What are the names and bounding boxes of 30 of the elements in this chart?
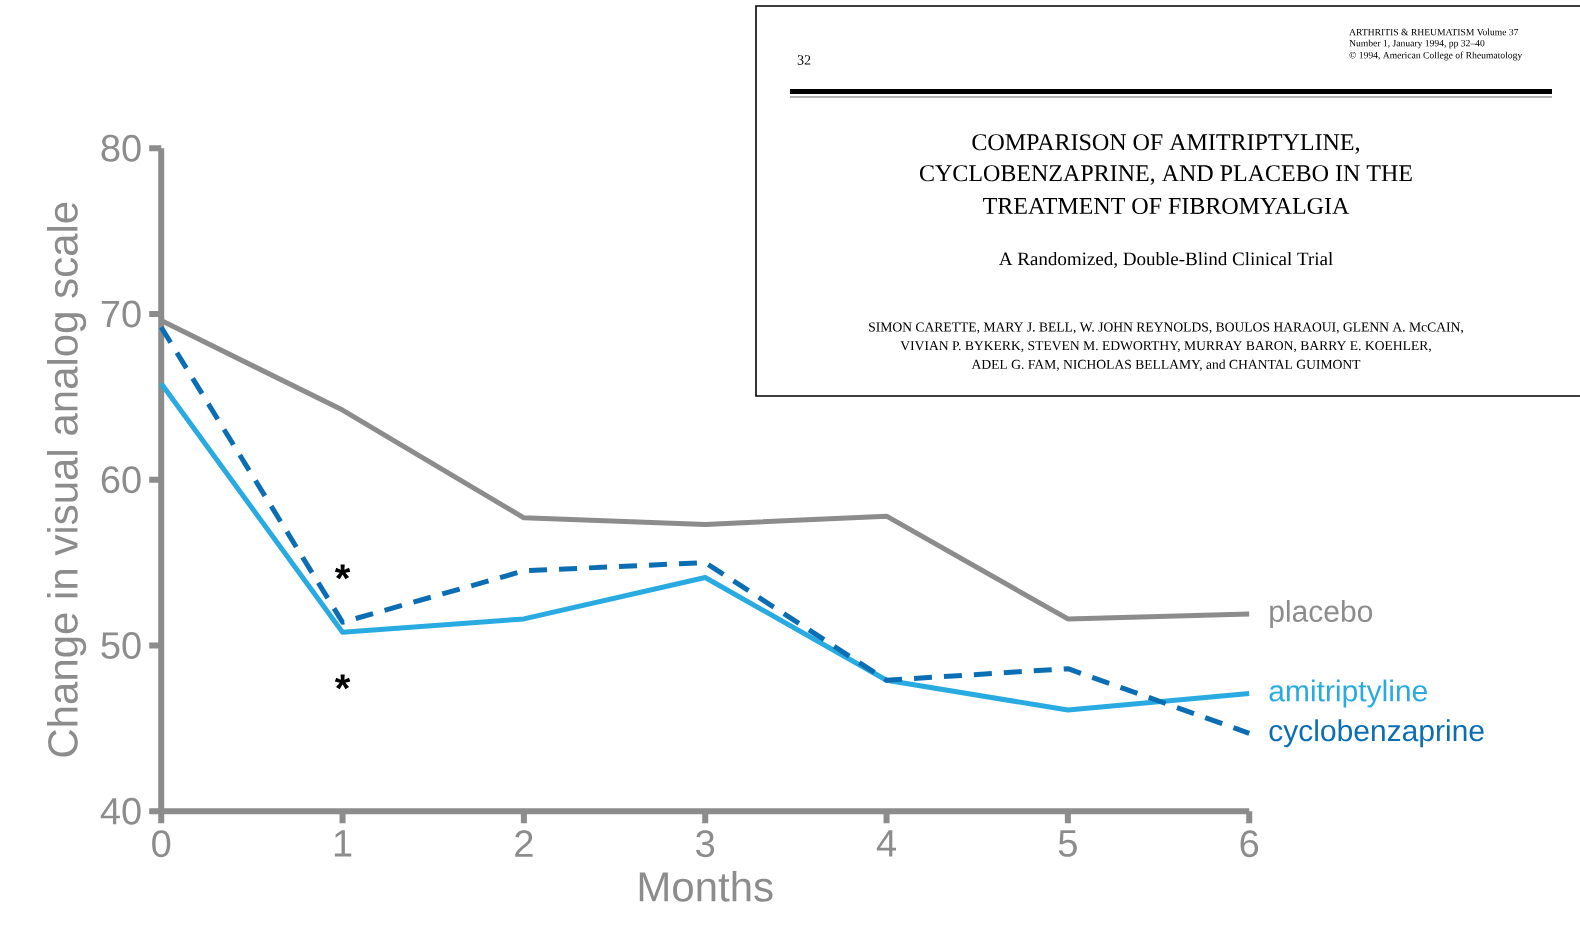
annotation: * bbox=[334, 674, 351, 690]
y-tick-label: 80 bbox=[101, 134, 141, 162]
series-label: cyclobenzaprine bbox=[1269, 719, 1484, 748]
x-tick-label: 1 bbox=[334, 830, 352, 857]
annotation: CYCLOBENZAPRINE, AND PLACEBO IN THE bbox=[919, 165, 1412, 185]
x-tick-label: 2 bbox=[515, 830, 533, 857]
x-tick-label: 3 bbox=[696, 830, 715, 858]
text: Number 1, January 1994, pp 32–40 bbox=[1349, 39, 1485, 49]
annotation: A Randomized, Double-Blind Clinical Trial bbox=[999, 251, 1333, 269]
y-tick-label: 60 bbox=[101, 466, 141, 494]
annotation: * bbox=[334, 564, 351, 580]
annotation: COMPARISON OF AMITRIPTYLINE, bbox=[972, 134, 1360, 154]
y-tick-label: 70 bbox=[101, 300, 141, 328]
annotation: TREATMENT OF FIBROMYALGIA bbox=[983, 197, 1350, 215]
text: © 1994, American College of Rheumatology bbox=[1349, 51, 1523, 61]
annotation: ADEL G. FAM, NICHOLAS BELLAMY, and CHANTAL GUIMONT bbox=[971, 359, 1361, 371]
series-label: placebo bbox=[1270, 599, 1373, 628]
x-tick-label: 6 bbox=[1240, 830, 1259, 858]
text: 32 bbox=[797, 55, 811, 65]
y-tick-label: 40 bbox=[100, 797, 141, 825]
annotation: VIVIAN P. BYKERK, STEVEN M. EDWORTHY, MURRAY BARON, BARRY E. KOEHLER, bbox=[900, 341, 1431, 353]
y-axis-title: Change in visual analog scale bbox=[47, 202, 87, 757]
series-label: amitriptyline bbox=[1269, 679, 1427, 708]
x-tick-label: 0 bbox=[152, 830, 171, 858]
y-tick-label: 50 bbox=[101, 631, 141, 659]
x-axis-title: Months bbox=[639, 870, 773, 902]
text: ARTHRITIS & RHEUMATISM Volume 37 bbox=[1349, 28, 1519, 36]
x-tick-label: 5 bbox=[1058, 830, 1077, 857]
x-tick-label: 4 bbox=[876, 830, 896, 857]
annotation: SIMON CARETTE, MARY J. BELL, W. JOHN REYNOLDS, BOULOS HARAOUI, GLENN A. McCAIN, bbox=[869, 322, 1463, 334]
